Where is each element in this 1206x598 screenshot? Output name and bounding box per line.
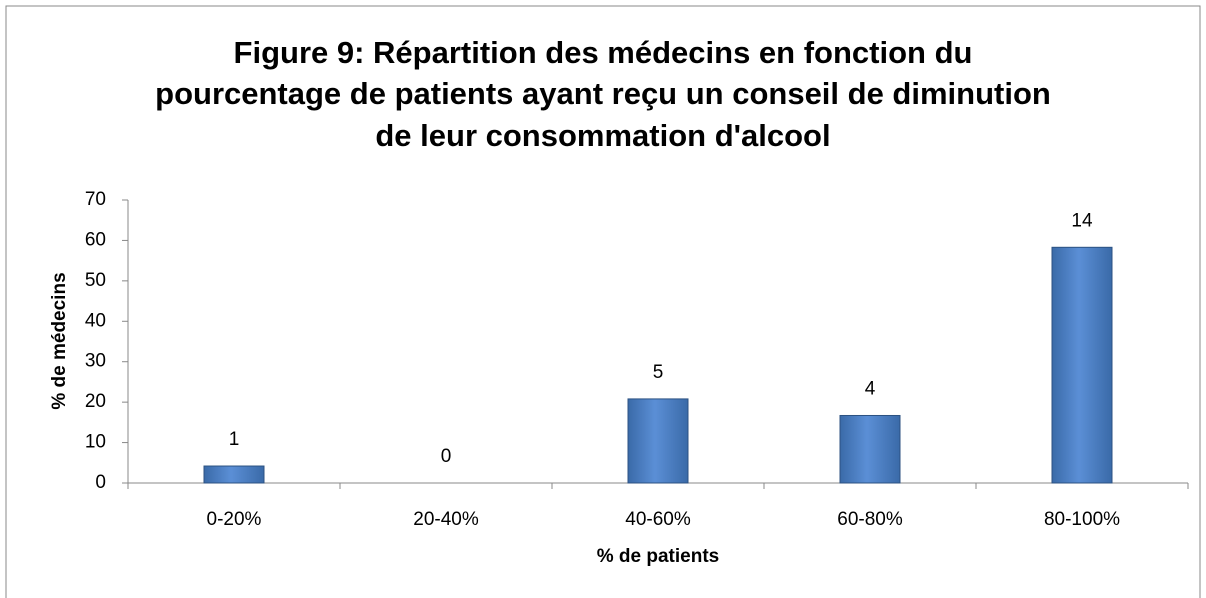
chart-title: pourcentage de patients ayant reçu un co… <box>155 76 1051 111</box>
x-tick-label: 80-100% <box>1044 509 1120 530</box>
data-label: 14 <box>1071 210 1093 231</box>
chart-title: de leur consommation d'alcool <box>375 118 830 153</box>
y-tick-label: 40 <box>85 310 106 331</box>
y-tick-label: 70 <box>85 189 106 210</box>
bar <box>1051 246 1113 484</box>
data-label: 1 <box>229 429 240 450</box>
x-tick-label: 0-20% <box>207 509 262 530</box>
y-tick-label: 10 <box>85 432 106 453</box>
data-label: 4 <box>865 378 876 399</box>
x-tick-label: 20-40% <box>413 509 479 530</box>
y-tick-label: 30 <box>85 351 106 372</box>
y-tick-label: 60 <box>85 229 106 250</box>
y-axis-title: % de médecins <box>49 272 70 409</box>
y-tick-label: 0 <box>95 472 106 493</box>
x-axis-title: % de patients <box>597 546 719 567</box>
bar <box>839 414 901 484</box>
x-tick-label: 40-60% <box>625 509 691 530</box>
chart-frame <box>5 5 1201 598</box>
bar <box>627 398 689 484</box>
x-tick-label: 60-80% <box>837 509 903 530</box>
y-tick-label: 50 <box>85 270 106 291</box>
y-tick-label: 20 <box>85 391 106 412</box>
bar <box>203 465 265 484</box>
chart-title: Figure 9: Répartition des médecins en fo… <box>234 35 973 70</box>
data-label: 5 <box>653 362 664 383</box>
data-label: 0 <box>441 446 452 467</box>
